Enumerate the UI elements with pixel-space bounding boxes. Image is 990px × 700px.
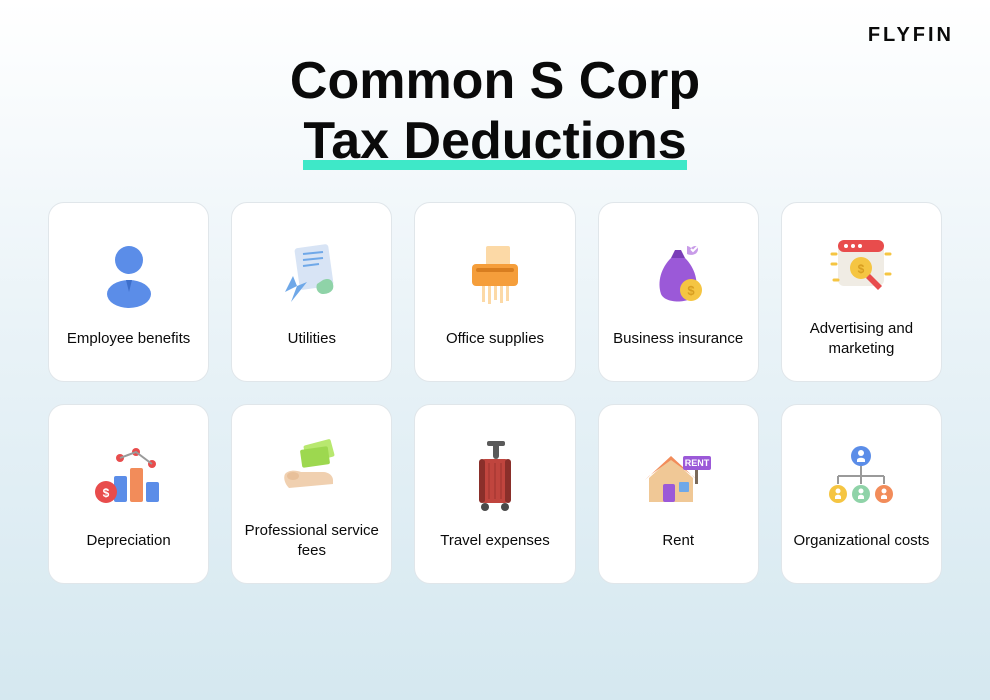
card-office-supplies: Office supplies bbox=[414, 202, 575, 382]
suitcase-icon bbox=[455, 437, 535, 517]
card-label: Organizational costs bbox=[793, 531, 929, 551]
card-label: Business insurance bbox=[613, 329, 743, 349]
card-label: Depreciation bbox=[86, 531, 170, 551]
card-label: Professional service fees bbox=[242, 521, 381, 560]
card-label: Travel expenses bbox=[440, 531, 550, 551]
card-depreciation: $ Depreciation bbox=[48, 404, 209, 584]
card-organizational-costs: Organizational costs bbox=[781, 404, 942, 584]
card-label: Office supplies bbox=[446, 329, 544, 349]
card-utilities: Utilities bbox=[231, 202, 392, 382]
deduction-grid: Employee benefits Utilities bbox=[0, 202, 990, 584]
card-travel-expenses: Travel expenses bbox=[414, 404, 575, 584]
utilities-icon bbox=[272, 235, 352, 315]
person-icon bbox=[89, 235, 169, 315]
svg-text:$: $ bbox=[688, 283, 696, 298]
card-label: Rent bbox=[662, 531, 694, 551]
card-business-insurance: $ Business insurance bbox=[598, 202, 759, 382]
shredder-icon bbox=[455, 235, 535, 315]
card-label: Utilities bbox=[288, 329, 336, 349]
svg-text:$: $ bbox=[102, 486, 109, 500]
svg-text:$: $ bbox=[858, 262, 865, 276]
card-label: Advertising and marketing bbox=[792, 319, 931, 358]
org-chart-icon bbox=[821, 437, 901, 517]
card-label: Employee benefits bbox=[67, 329, 190, 349]
card-rent: RENT Rent bbox=[598, 404, 759, 584]
page-title: Common S Corp Tax Deductions bbox=[0, 0, 990, 202]
bar-decline-icon: $ bbox=[89, 437, 169, 517]
card-employee-benefits: Employee benefits bbox=[48, 202, 209, 382]
brand-logo: FLYFIN bbox=[868, 24, 954, 47]
hand-cash-icon bbox=[272, 427, 352, 507]
ad-window-icon: $ bbox=[821, 225, 901, 305]
card-professional-fees: Professional service fees bbox=[231, 404, 392, 584]
house-rent-icon: RENT bbox=[638, 437, 718, 517]
moneybag-icon: $ bbox=[638, 235, 718, 315]
card-advertising: $ Advertising and marketing bbox=[781, 202, 942, 382]
title-line-1: Common S Corp bbox=[290, 52, 700, 110]
svg-text:RENT: RENT bbox=[685, 458, 710, 468]
title-line-2: Tax Deductions bbox=[303, 112, 686, 172]
